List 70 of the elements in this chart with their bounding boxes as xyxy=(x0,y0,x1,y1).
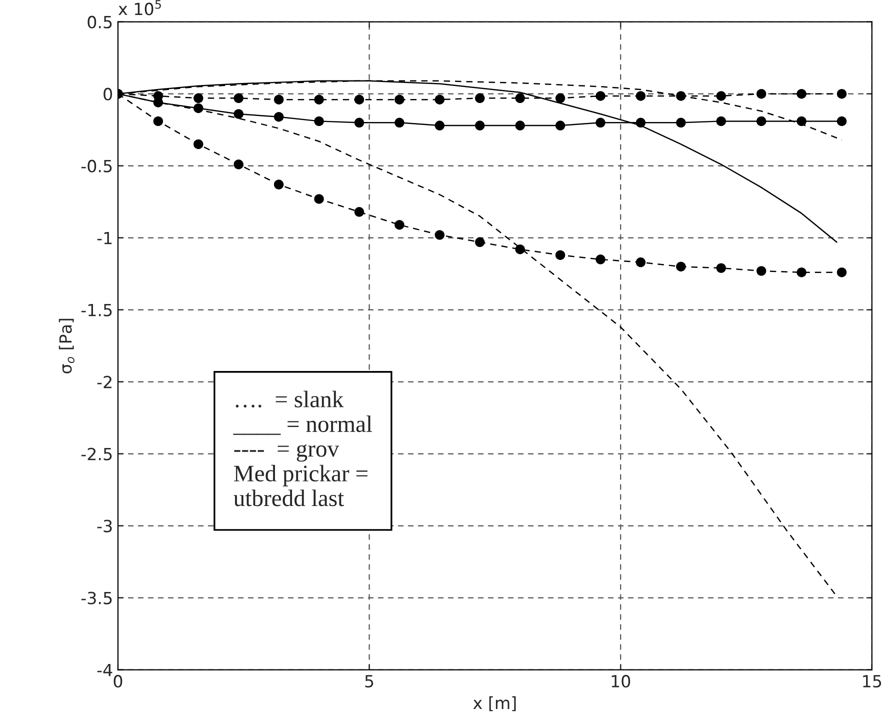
y-tick-label: -3.5 xyxy=(81,592,112,604)
y-tick-label: -2.5 xyxy=(81,448,112,460)
point xyxy=(716,116,726,126)
y-axis-title: σ$_{o}$ [Pa] xyxy=(58,318,74,374)
point xyxy=(596,118,606,128)
y-tick-label: -0.5 xyxy=(81,160,112,172)
point xyxy=(434,94,445,104)
point xyxy=(475,120,485,130)
point xyxy=(194,139,204,150)
point xyxy=(796,268,806,278)
y-tick-label: -1 xyxy=(97,232,112,244)
point xyxy=(354,118,364,128)
point xyxy=(796,88,806,99)
point xyxy=(836,88,847,99)
point xyxy=(796,116,806,126)
point xyxy=(555,250,566,260)
point xyxy=(434,230,445,240)
point xyxy=(475,93,485,104)
point xyxy=(394,94,404,104)
point xyxy=(636,91,646,101)
point xyxy=(555,120,566,130)
point xyxy=(234,93,244,104)
y-tick-label: -3 xyxy=(97,520,112,532)
point xyxy=(515,93,525,104)
point xyxy=(354,94,364,104)
point xyxy=(394,118,404,128)
x-axis-title: x [m] xyxy=(473,696,516,712)
point xyxy=(515,120,525,130)
y-tick-label: -2 xyxy=(97,376,112,388)
point xyxy=(475,237,485,247)
point xyxy=(194,93,204,104)
point xyxy=(636,118,646,128)
text: x 10$^{5}$ xyxy=(118,0,161,16)
y-tick-label: -1.5 xyxy=(81,304,112,316)
point xyxy=(434,120,445,130)
point xyxy=(756,88,766,99)
point xyxy=(515,244,525,254)
annotation: …. = slank ____ = normal ---- = grov Med prickar = utbredd last xyxy=(233,390,372,506)
x-tick-label: 10 xyxy=(612,674,630,688)
point xyxy=(194,103,204,114)
point xyxy=(153,116,164,126)
point xyxy=(676,118,686,128)
x-tick-label: 5 xyxy=(365,675,374,688)
point xyxy=(756,116,766,126)
point xyxy=(314,194,324,204)
y-tick-label: 0.5 xyxy=(88,16,112,28)
point xyxy=(153,91,164,101)
point xyxy=(274,180,284,190)
point xyxy=(596,254,606,264)
point xyxy=(394,220,404,230)
point xyxy=(234,160,244,170)
x-tick-label: 0 xyxy=(114,674,122,688)
point xyxy=(836,268,847,278)
point xyxy=(234,109,244,119)
point xyxy=(676,262,686,272)
point xyxy=(636,257,646,268)
y-tick-label: 0 xyxy=(104,88,112,100)
x-tick-label: 15 xyxy=(863,675,882,688)
point xyxy=(274,94,284,104)
point xyxy=(836,116,847,126)
y-tick-label: -4 xyxy=(97,664,112,676)
point xyxy=(555,93,566,104)
point xyxy=(274,112,284,122)
point xyxy=(354,207,364,217)
point xyxy=(314,116,324,126)
point xyxy=(716,263,726,273)
point xyxy=(716,91,726,101)
point xyxy=(756,266,766,276)
point xyxy=(596,91,606,101)
point xyxy=(314,94,324,104)
